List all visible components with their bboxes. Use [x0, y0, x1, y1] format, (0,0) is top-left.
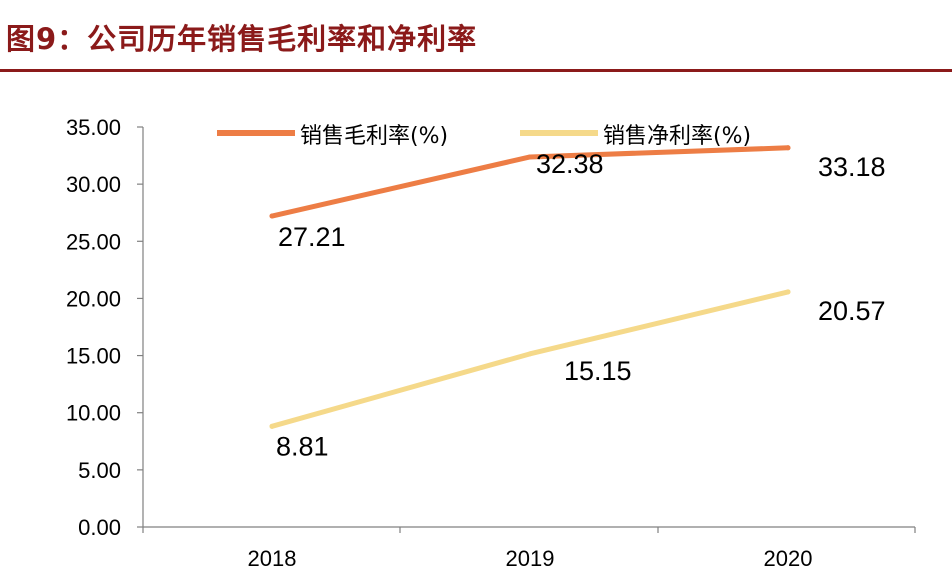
data-point: [269, 423, 275, 429]
data-point: [527, 154, 533, 160]
data-label: 8.81: [276, 431, 329, 461]
chart-data-labels: 27.21 32.38 33.18 8.81 15.15 20.57: [276, 149, 886, 461]
data-point: [785, 289, 791, 295]
y-tick-label: 0.00: [78, 515, 121, 540]
chart-legend: 销售毛利率(%) 销售净利率(%): [217, 124, 751, 149]
x-tick-label: 2019: [506, 546, 555, 571]
y-tick-label: 15.00: [66, 344, 121, 369]
x-tick-label: 2018: [248, 546, 297, 571]
data-label: 27.21: [278, 222, 346, 252]
legend-label: 销售净利率(%): [603, 124, 751, 149]
data-point: [785, 145, 791, 151]
y-tick-label: 25.00: [66, 229, 121, 254]
data-label: 15.15: [564, 356, 632, 386]
title-divider: [0, 69, 952, 72]
data-label: 32.38: [536, 149, 604, 179]
data-label: 20.57: [818, 296, 886, 326]
x-tick-label: 2020: [764, 546, 813, 571]
series-line-1: [269, 289, 791, 429]
y-tick-label: 30.00: [66, 172, 121, 197]
legend-label: 销售毛利率(%): [300, 124, 448, 149]
chart-axes: 0.00 5.00 10.00 15.00 20.00 25.00 30.00 35.00 20…: [66, 115, 916, 571]
page-title: 图9：公司历年销售毛利率和净利率: [6, 22, 478, 56]
data-point: [269, 213, 275, 219]
y-tick-label: 5.00: [78, 458, 121, 483]
chart-series: [269, 145, 791, 429]
y-tick-label: 10.00: [66, 401, 121, 426]
data-point: [527, 351, 533, 357]
y-tick-label: 20.00: [66, 286, 121, 311]
data-label: 33.18: [818, 152, 886, 182]
y-tick-label: 35.00: [66, 115, 121, 140]
